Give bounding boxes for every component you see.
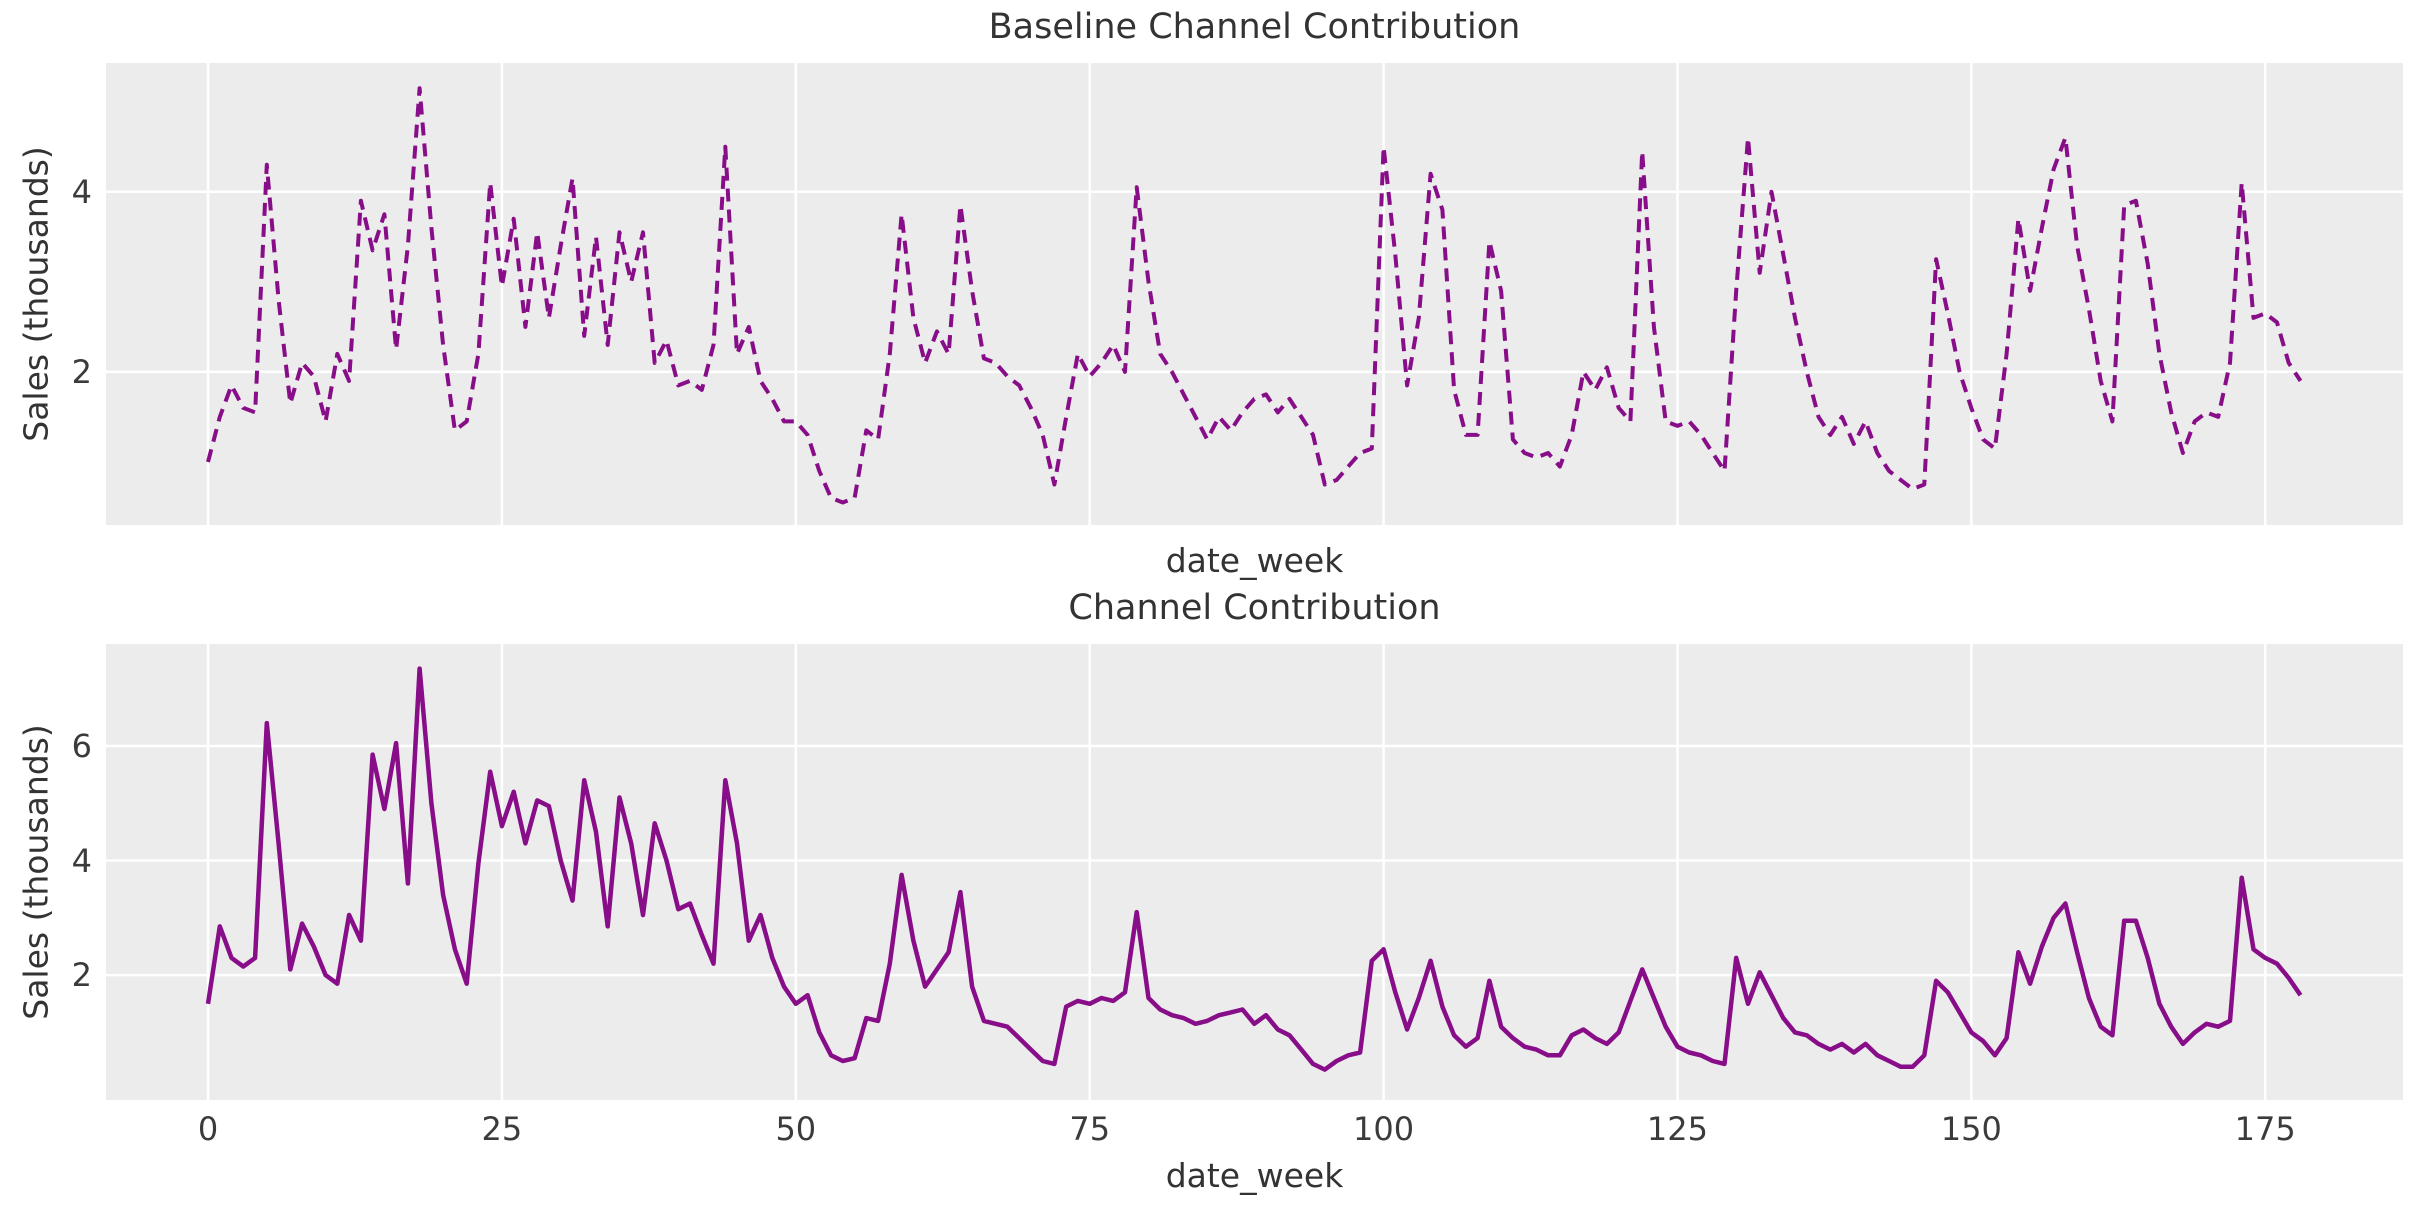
y-axis-label: Sales (thousands) (16, 724, 56, 1020)
x-tick-label: 175 (2234, 1110, 2296, 1148)
x-tick-label: 150 (1940, 1110, 2002, 1148)
x-tick-label: 0 (197, 1110, 219, 1148)
plot-canvas (106, 63, 2403, 525)
series-line (205, 666, 2303, 1072)
x-axis-label: date_week (1165, 541, 1344, 580)
x-tick-label: 50 (775, 1110, 817, 1148)
chart-title: Channel Contribution (1068, 588, 1441, 628)
y-tick-label: 4 (71, 841, 92, 880)
plot-area (106, 644, 2403, 1100)
series-line (206, 86, 2303, 505)
x-tick-label: 125 (1646, 1110, 1708, 1148)
plot-area (106, 63, 2403, 525)
y-tick-label: 2 (71, 956, 92, 995)
y-tick-label: 2 (71, 352, 92, 391)
chart-title: Baseline Channel Contribution (988, 7, 1521, 47)
y-tick-label: 6 (71, 726, 92, 765)
y-tick-label: 4 (71, 172, 92, 211)
x-tick-label: 25 (481, 1110, 523, 1148)
x-axis-label: date_week (1165, 1156, 1344, 1195)
plot-canvas (106, 644, 2403, 1100)
x-tick-label: 75 (1069, 1110, 1111, 1148)
y-axis-label: Sales (thousands) (16, 146, 56, 442)
x-tick-label: 100 (1353, 1110, 1415, 1148)
